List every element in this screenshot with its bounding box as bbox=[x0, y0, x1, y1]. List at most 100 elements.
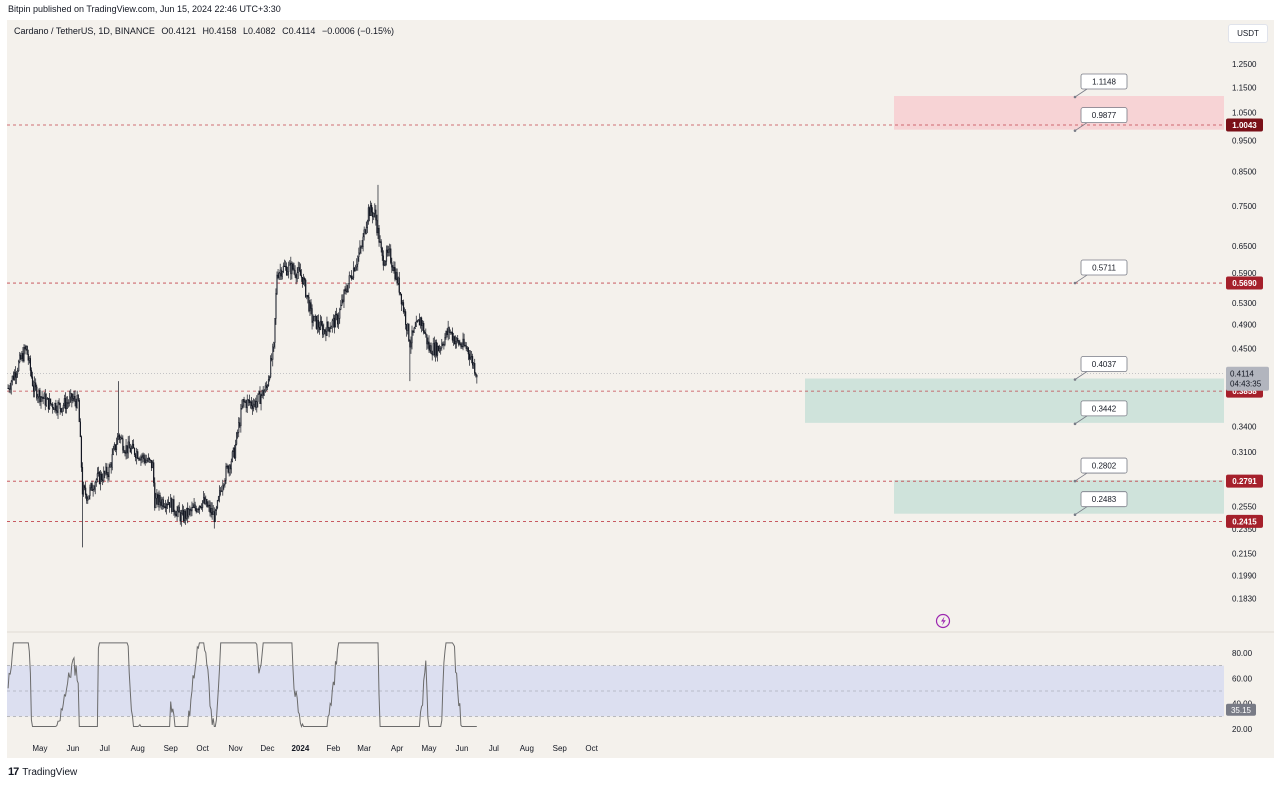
time-tick-label: Oct bbox=[196, 744, 209, 753]
candle-body bbox=[295, 275, 297, 279]
candle-body bbox=[459, 343, 461, 345]
time-tick-label: Jun bbox=[66, 744, 79, 753]
price-level-badge bbox=[1226, 276, 1263, 290]
candle-body bbox=[328, 327, 330, 332]
candle-body bbox=[465, 345, 467, 349]
callout-label: 0.3442 bbox=[1092, 404, 1117, 413]
candle-body bbox=[475, 373, 477, 376]
candle-body bbox=[245, 401, 247, 409]
candle-body bbox=[56, 410, 58, 413]
symbol-legend[interactable]: Cardano / TetherUS, 1D, BINANCE O0.4121 … bbox=[14, 26, 398, 36]
symbol-name: Cardano / TetherUS, 1D, BINANCE bbox=[14, 26, 155, 36]
candle-body bbox=[257, 393, 259, 402]
price-tick-label: 0.3100 bbox=[1232, 448, 1257, 457]
candle-body bbox=[29, 358, 31, 371]
candle-body bbox=[389, 248, 391, 250]
time-tick-label: Feb bbox=[326, 744, 340, 753]
candle-body bbox=[306, 294, 308, 298]
candle-body bbox=[227, 465, 229, 473]
price-zone-support bbox=[894, 480, 1224, 514]
candle-body bbox=[367, 207, 370, 222]
candle-body bbox=[326, 321, 328, 336]
candle-body bbox=[183, 511, 186, 521]
candle-body bbox=[413, 328, 415, 333]
candle-body bbox=[416, 320, 418, 323]
candle-body bbox=[359, 246, 361, 254]
candle-body bbox=[315, 315, 317, 329]
candle-body bbox=[198, 505, 201, 510]
candle-body bbox=[436, 345, 439, 356]
price-tick-label: 1.0500 bbox=[1232, 109, 1257, 118]
candle-body bbox=[289, 262, 291, 266]
candle-body bbox=[393, 267, 395, 271]
candle-body bbox=[430, 345, 432, 354]
candle-body bbox=[23, 347, 25, 362]
candle-body bbox=[473, 363, 475, 366]
candle-body bbox=[338, 318, 340, 325]
zones-layer bbox=[805, 95, 1224, 514]
candle-body bbox=[272, 346, 274, 360]
candle-body bbox=[36, 386, 38, 399]
candle-body bbox=[391, 262, 393, 268]
time-tick-label: Jul bbox=[100, 744, 110, 753]
candle-body bbox=[201, 500, 204, 508]
candle-body bbox=[81, 467, 84, 495]
lightning-icon[interactable] bbox=[935, 613, 951, 629]
candle-body bbox=[232, 447, 235, 453]
candle-body bbox=[234, 443, 237, 459]
candle-body bbox=[443, 344, 445, 346]
candle-body bbox=[466, 347, 468, 349]
candle-body bbox=[169, 502, 171, 508]
candle-body bbox=[207, 505, 209, 507]
candle-body bbox=[399, 292, 401, 295]
candle-body bbox=[102, 479, 104, 481]
candle-body bbox=[225, 466, 227, 481]
candle-body bbox=[401, 302, 404, 305]
candle-body bbox=[45, 399, 47, 406]
time-tick-label: Sep bbox=[164, 744, 179, 753]
candle-body bbox=[126, 445, 128, 454]
candle-body bbox=[332, 317, 334, 322]
candle-body bbox=[440, 347, 442, 349]
candle-body bbox=[160, 501, 162, 506]
candle-body bbox=[46, 397, 48, 400]
candle-body bbox=[447, 327, 449, 335]
candle-body bbox=[199, 505, 202, 508]
ohlc-change: −0.0006 (−0.15%) bbox=[321, 26, 395, 36]
candle-body bbox=[411, 330, 413, 344]
candle-body bbox=[171, 498, 173, 512]
footer-branding[interactable]: 17 TradingView bbox=[8, 766, 77, 778]
price-tick-label: 0.1990 bbox=[1232, 571, 1257, 580]
candle-body bbox=[441, 343, 443, 349]
candle-body bbox=[155, 497, 157, 508]
candle-body bbox=[167, 502, 170, 505]
candle-body bbox=[276, 274, 278, 294]
candle-body bbox=[220, 490, 222, 492]
currency-button[interactable]: USDT bbox=[1228, 24, 1268, 43]
candle-body bbox=[206, 499, 208, 507]
candle-body bbox=[53, 407, 55, 410]
candle-body bbox=[390, 248, 392, 263]
callout-label: 0.2802 bbox=[1092, 462, 1117, 471]
callout-leader bbox=[1074, 88, 1088, 98]
candle-body bbox=[51, 403, 53, 405]
time-tick-label: Dec bbox=[260, 744, 274, 753]
candle-body bbox=[259, 391, 261, 404]
price-zone-resistance bbox=[894, 95, 1224, 130]
levels-layer bbox=[7, 124, 1224, 522]
candle-body bbox=[182, 510, 185, 521]
price-badges: 1.0043 0.5690 0.3858 0.2791 0.2415 0.411404:4… bbox=[1226, 118, 1269, 528]
candle-body bbox=[335, 313, 338, 316]
candle-body bbox=[141, 456, 143, 458]
candle-body bbox=[265, 385, 267, 388]
callout-anchor bbox=[1073, 129, 1077, 132]
candle-body bbox=[108, 466, 110, 478]
candle-body bbox=[130, 447, 132, 453]
candle-body bbox=[244, 401, 246, 403]
candle-body bbox=[212, 511, 214, 515]
candle-body bbox=[449, 331, 451, 333]
candle-body bbox=[146, 460, 148, 462]
candle-body bbox=[90, 483, 92, 489]
candle-body bbox=[371, 205, 373, 213]
